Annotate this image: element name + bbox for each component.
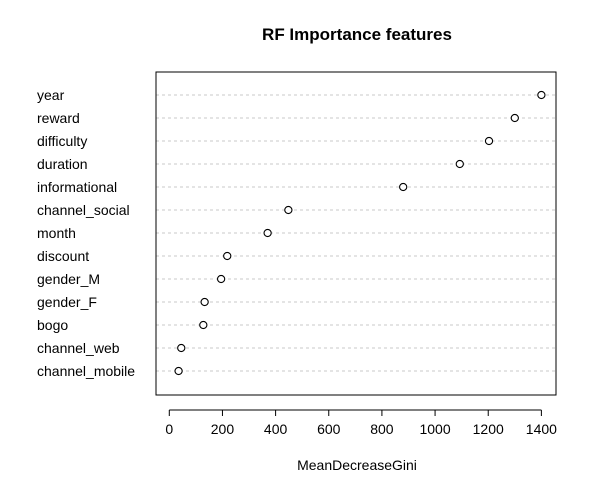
category-label-difficulty: difficulty <box>37 133 87 149</box>
x-tick-label-1200: 1200 <box>473 421 504 437</box>
x-tick-label-600: 600 <box>317 421 341 437</box>
category-label-reward: reward <box>37 110 80 126</box>
x-axis-title: MeanDecreaseGini <box>297 457 417 473</box>
x-tick-label-400: 400 <box>264 421 288 437</box>
category-label-duration: duration <box>37 156 88 172</box>
data-point-duration <box>455 159 464 169</box>
category-label-year: year <box>37 87 65 103</box>
x-tick-label-0: 0 <box>165 421 173 437</box>
category-label-gender-m: gender_M <box>37 271 100 287</box>
data-point-informational <box>399 182 408 192</box>
data-point-year <box>537 90 546 100</box>
category-label-channel-social: channel_social <box>37 202 130 218</box>
category-label-month: month <box>37 225 76 241</box>
data-point-month <box>263 228 272 238</box>
x-tick-label-800: 800 <box>370 421 394 437</box>
x-tick-label-1400: 1400 <box>526 421 557 437</box>
category-label-gender-f: gender_F <box>37 294 97 310</box>
category-label-channel-mobile: channel_mobile <box>37 363 135 379</box>
data-point-bogo <box>199 320 208 330</box>
data-point-difficulty <box>484 136 494 146</box>
x-tick-label-200: 200 <box>211 421 235 437</box>
category-label-discount: discount <box>37 248 89 264</box>
data-points <box>174 90 546 376</box>
category-label-informational: informational <box>37 179 117 195</box>
category-label-bogo: bogo <box>37 317 68 333</box>
plot-frame <box>155 71 557 396</box>
data-point-gender-m <box>216 274 226 284</box>
x-tick-label-1000: 1000 <box>419 421 450 437</box>
data-point-channel-social <box>284 205 293 215</box>
x-axis: 0 200 400 600 800 1000 1200 1400 <box>165 409 557 437</box>
grid-lines <box>156 94 556 372</box>
category-label-channel-web: channel_web <box>37 340 120 356</box>
data-point-reward <box>510 113 519 123</box>
data-point-channel-web <box>177 343 186 353</box>
data-point-gender-f <box>200 297 209 307</box>
data-point-discount <box>223 251 232 261</box>
chart-title: RF Importance features <box>262 25 452 44</box>
data-point-channel-mobile <box>174 366 183 376</box>
category-labels: year reward difficulty duration informationa… <box>37 87 135 379</box>
